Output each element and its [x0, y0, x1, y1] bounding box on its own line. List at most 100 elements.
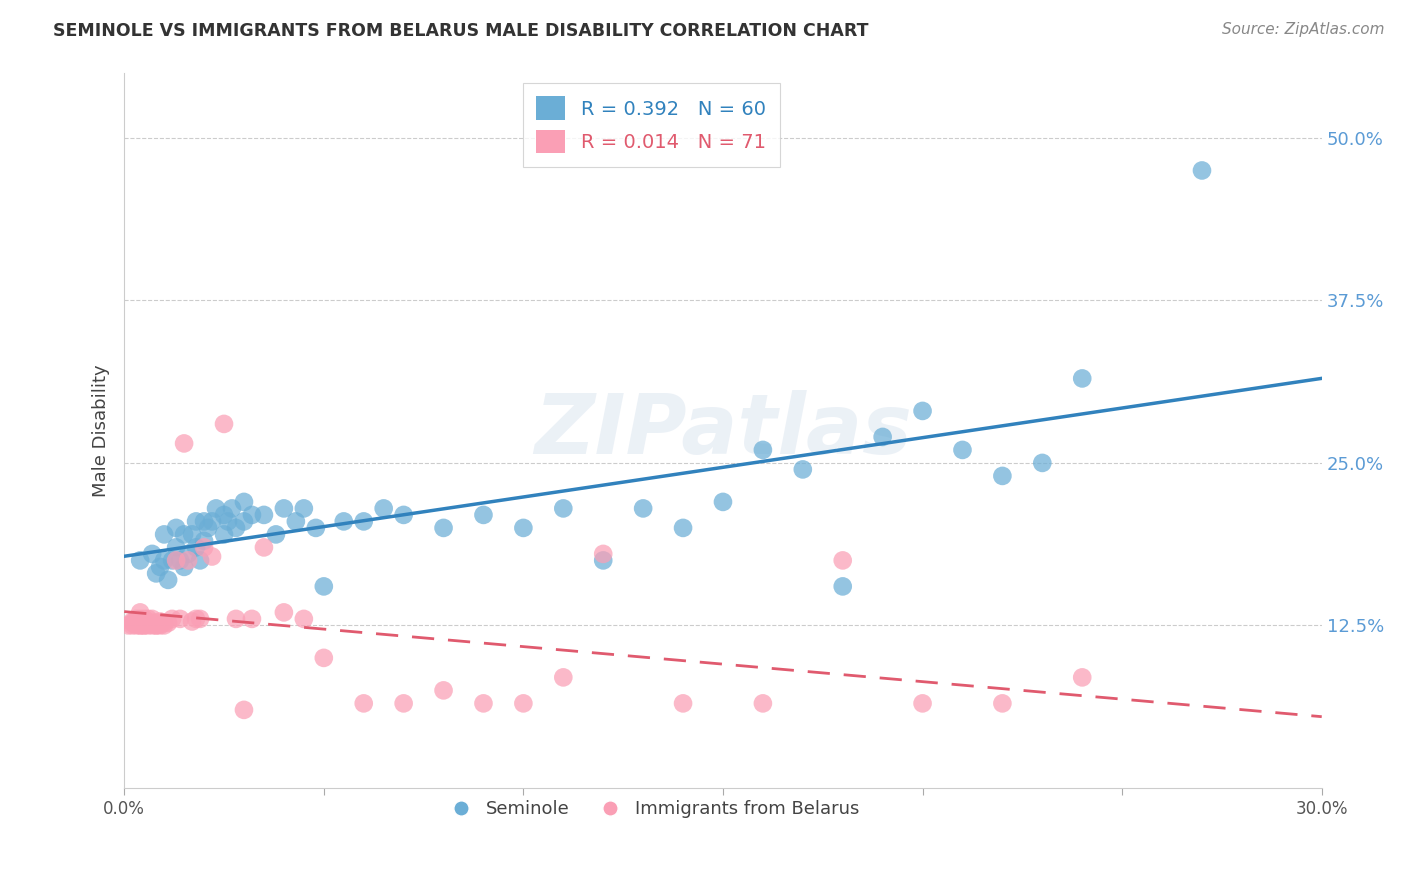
- Point: [136, 615, 159, 630]
- Point: [872, 430, 894, 444]
- Point: [292, 501, 315, 516]
- Point: [217, 515, 239, 529]
- Point: [831, 553, 853, 567]
- Point: [141, 618, 163, 632]
- Point: [153, 527, 176, 541]
- Point: [121, 618, 143, 632]
- Point: [233, 515, 256, 529]
- Point: [752, 697, 775, 711]
- Point: [134, 618, 156, 632]
- Point: [145, 618, 167, 632]
- Point: [129, 615, 152, 630]
- Point: [472, 508, 495, 522]
- Point: [305, 521, 328, 535]
- Point: [157, 615, 180, 630]
- Point: [193, 515, 215, 529]
- Point: [141, 547, 163, 561]
- Point: [392, 508, 415, 522]
- Point: [149, 560, 172, 574]
- Point: [121, 615, 143, 629]
- Point: [157, 573, 180, 587]
- Point: [121, 615, 143, 630]
- Point: [284, 515, 307, 529]
- Text: SEMINOLE VS IMMIGRANTS FROM BELARUS MALE DISABILITY CORRELATION CHART: SEMINOLE VS IMMIGRANTS FROM BELARUS MALE…: [53, 22, 869, 40]
- Point: [991, 469, 1014, 483]
- Point: [181, 615, 204, 629]
- Point: [233, 495, 256, 509]
- Point: [911, 697, 934, 711]
- Point: [672, 521, 695, 535]
- Point: [125, 618, 148, 632]
- Point: [134, 618, 156, 632]
- Point: [153, 553, 176, 567]
- Point: [173, 527, 195, 541]
- Point: [145, 615, 167, 630]
- Point: [273, 501, 295, 516]
- Point: [134, 615, 156, 629]
- Point: [153, 618, 176, 632]
- Point: [240, 508, 263, 522]
- Point: [184, 515, 207, 529]
- Y-axis label: Male Disability: Male Disability: [93, 364, 110, 497]
- Point: [221, 501, 243, 516]
- Point: [1071, 371, 1094, 385]
- Point: [1031, 456, 1053, 470]
- Point: [125, 617, 148, 632]
- Point: [177, 553, 200, 567]
- Point: [177, 547, 200, 561]
- Point: [553, 670, 575, 684]
- Point: [631, 501, 654, 516]
- Point: [253, 541, 276, 555]
- Point: [136, 618, 159, 632]
- Point: [292, 612, 315, 626]
- Point: [312, 579, 335, 593]
- Point: [1071, 670, 1094, 684]
- Point: [141, 617, 163, 632]
- Point: [129, 615, 152, 629]
- Point: [129, 606, 152, 620]
- Point: [472, 697, 495, 711]
- Point: [117, 618, 139, 632]
- Point: [169, 612, 191, 626]
- Point: [553, 501, 575, 516]
- Point: [145, 566, 167, 581]
- Point: [512, 697, 534, 711]
- Point: [160, 612, 183, 626]
- Point: [141, 612, 163, 626]
- Point: [181, 527, 204, 541]
- Point: [136, 617, 159, 632]
- Point: [911, 404, 934, 418]
- Point: [165, 553, 187, 567]
- Point: [1191, 163, 1213, 178]
- Point: [169, 553, 191, 567]
- Point: [592, 553, 614, 567]
- Point: [205, 501, 228, 516]
- Point: [129, 618, 152, 632]
- Point: [432, 521, 454, 535]
- Point: [752, 442, 775, 457]
- Point: [129, 618, 152, 632]
- Point: [792, 462, 814, 476]
- Point: [184, 541, 207, 555]
- Point: [233, 703, 256, 717]
- Point: [212, 417, 235, 431]
- Text: ZIPatlas: ZIPatlas: [534, 390, 912, 471]
- Point: [188, 612, 211, 626]
- Point: [136, 612, 159, 626]
- Point: [512, 521, 534, 535]
- Point: [201, 515, 224, 529]
- Point: [225, 521, 247, 535]
- Point: [592, 547, 614, 561]
- Point: [165, 521, 187, 535]
- Point: [188, 553, 211, 567]
- Point: [193, 541, 215, 555]
- Point: [253, 508, 276, 522]
- Point: [145, 618, 167, 632]
- Point: [129, 553, 152, 567]
- Point: [312, 651, 335, 665]
- Point: [125, 615, 148, 629]
- Point: [141, 615, 163, 630]
- Point: [831, 579, 853, 593]
- Point: [672, 697, 695, 711]
- Point: [197, 521, 219, 535]
